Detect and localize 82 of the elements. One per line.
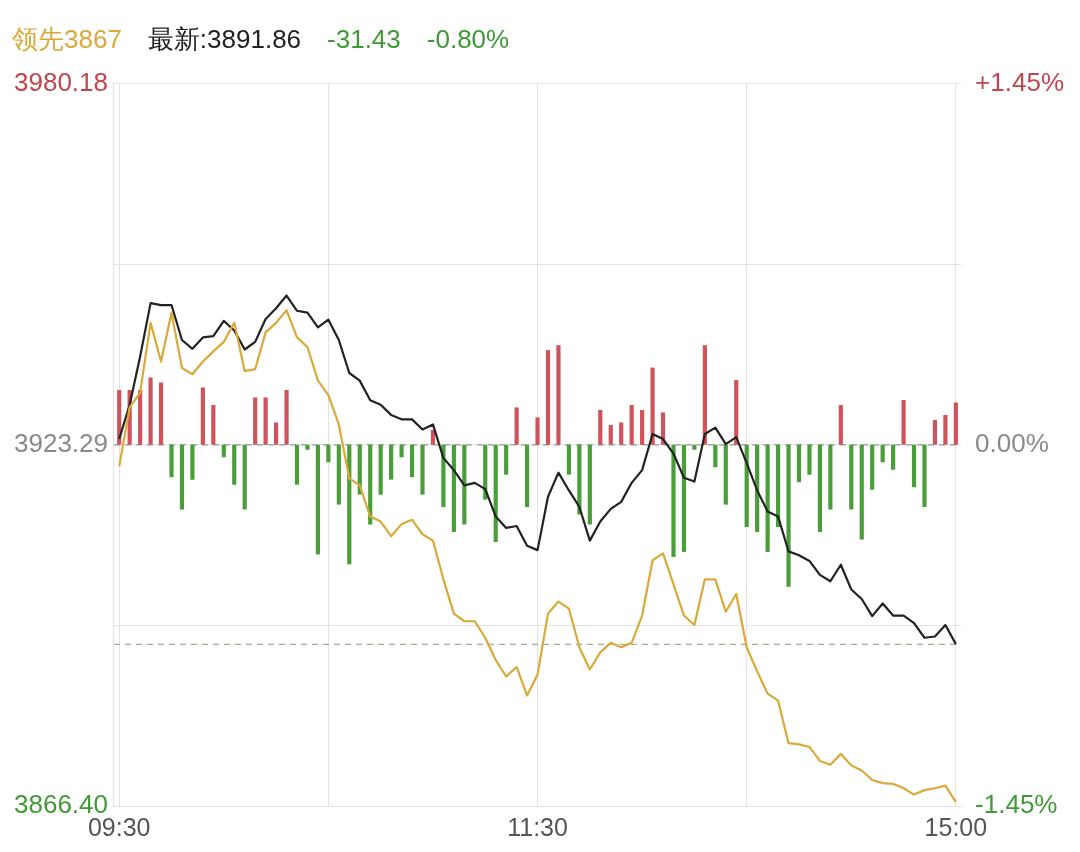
bar	[524, 444, 530, 508]
bar	[148, 377, 153, 445]
bar	[315, 444, 321, 555]
bar	[556, 345, 561, 445]
bar	[640, 409, 645, 445]
bar	[117, 390, 122, 445]
bar	[849, 444, 854, 510]
bar	[273, 422, 279, 445]
bar	[859, 444, 864, 540]
bar	[430, 429, 436, 445]
bar	[723, 444, 728, 505]
bar	[598, 409, 603, 445]
bar	[671, 444, 676, 557]
bar	[326, 444, 331, 463]
bar	[922, 444, 927, 508]
bar	[713, 444, 718, 468]
bar	[807, 444, 812, 475]
bar	[932, 419, 938, 445]
bar	[368, 444, 373, 525]
bar	[253, 397, 258, 445]
y-tick-label: 3980.18	[14, 66, 108, 97]
bar	[535, 417, 540, 445]
bar	[409, 444, 415, 478]
bar	[242, 444, 247, 510]
text: -31.43	[327, 24, 401, 55]
bar	[702, 345, 707, 445]
bar	[305, 444, 310, 450]
bar	[681, 444, 687, 552]
bar	[462, 444, 467, 525]
bar	[817, 444, 822, 532]
bar	[336, 444, 341, 505]
x-tick-label: 09:30	[87, 812, 151, 841]
bar	[911, 444, 917, 488]
bar	[880, 444, 885, 463]
bar	[692, 444, 697, 450]
bar	[943, 414, 948, 445]
bar	[190, 444, 195, 480]
text: 最新:3891.86	[147, 23, 302, 56]
bar	[169, 444, 174, 478]
bar	[828, 444, 833, 510]
bar	[619, 422, 624, 445]
bar	[179, 444, 185, 510]
bar	[158, 382, 164, 445]
bar	[838, 404, 843, 445]
bar	[650, 367, 655, 445]
bar	[629, 404, 634, 445]
bar	[587, 444, 592, 525]
bar	[263, 397, 268, 445]
x-tick-label: 11:30	[507, 812, 568, 841]
bar	[200, 387, 205, 445]
bar	[796, 444, 802, 483]
bar	[504, 444, 509, 475]
text: 领先3867	[12, 23, 122, 56]
bar	[221, 444, 226, 458]
bar	[765, 444, 770, 552]
bar	[420, 444, 425, 495]
bar	[734, 380, 739, 445]
bar	[545, 350, 551, 445]
bar	[608, 424, 613, 445]
bar	[514, 407, 519, 445]
y2-tick-label: 0.00%	[975, 427, 1049, 458]
bar	[901, 399, 906, 445]
bar	[786, 444, 791, 587]
bar	[493, 444, 498, 542]
bar	[451, 444, 456, 532]
bar	[566, 444, 572, 475]
bar	[870, 444, 875, 490]
bar	[441, 444, 446, 508]
bar	[399, 444, 404, 458]
y-tick-label: 3923.29	[14, 427, 108, 458]
bar	[211, 404, 216, 445]
y2-tick-label: +1.45%	[975, 66, 1064, 97]
bar	[389, 444, 394, 480]
bar	[138, 390, 143, 445]
bar	[284, 390, 289, 445]
bar	[953, 402, 958, 445]
x-tick-label: 15:00	[924, 812, 988, 841]
bar	[891, 444, 896, 470]
text: -0.80%	[426, 24, 510, 55]
bar	[378, 444, 383, 495]
bar	[294, 444, 300, 485]
bar	[232, 444, 237, 485]
